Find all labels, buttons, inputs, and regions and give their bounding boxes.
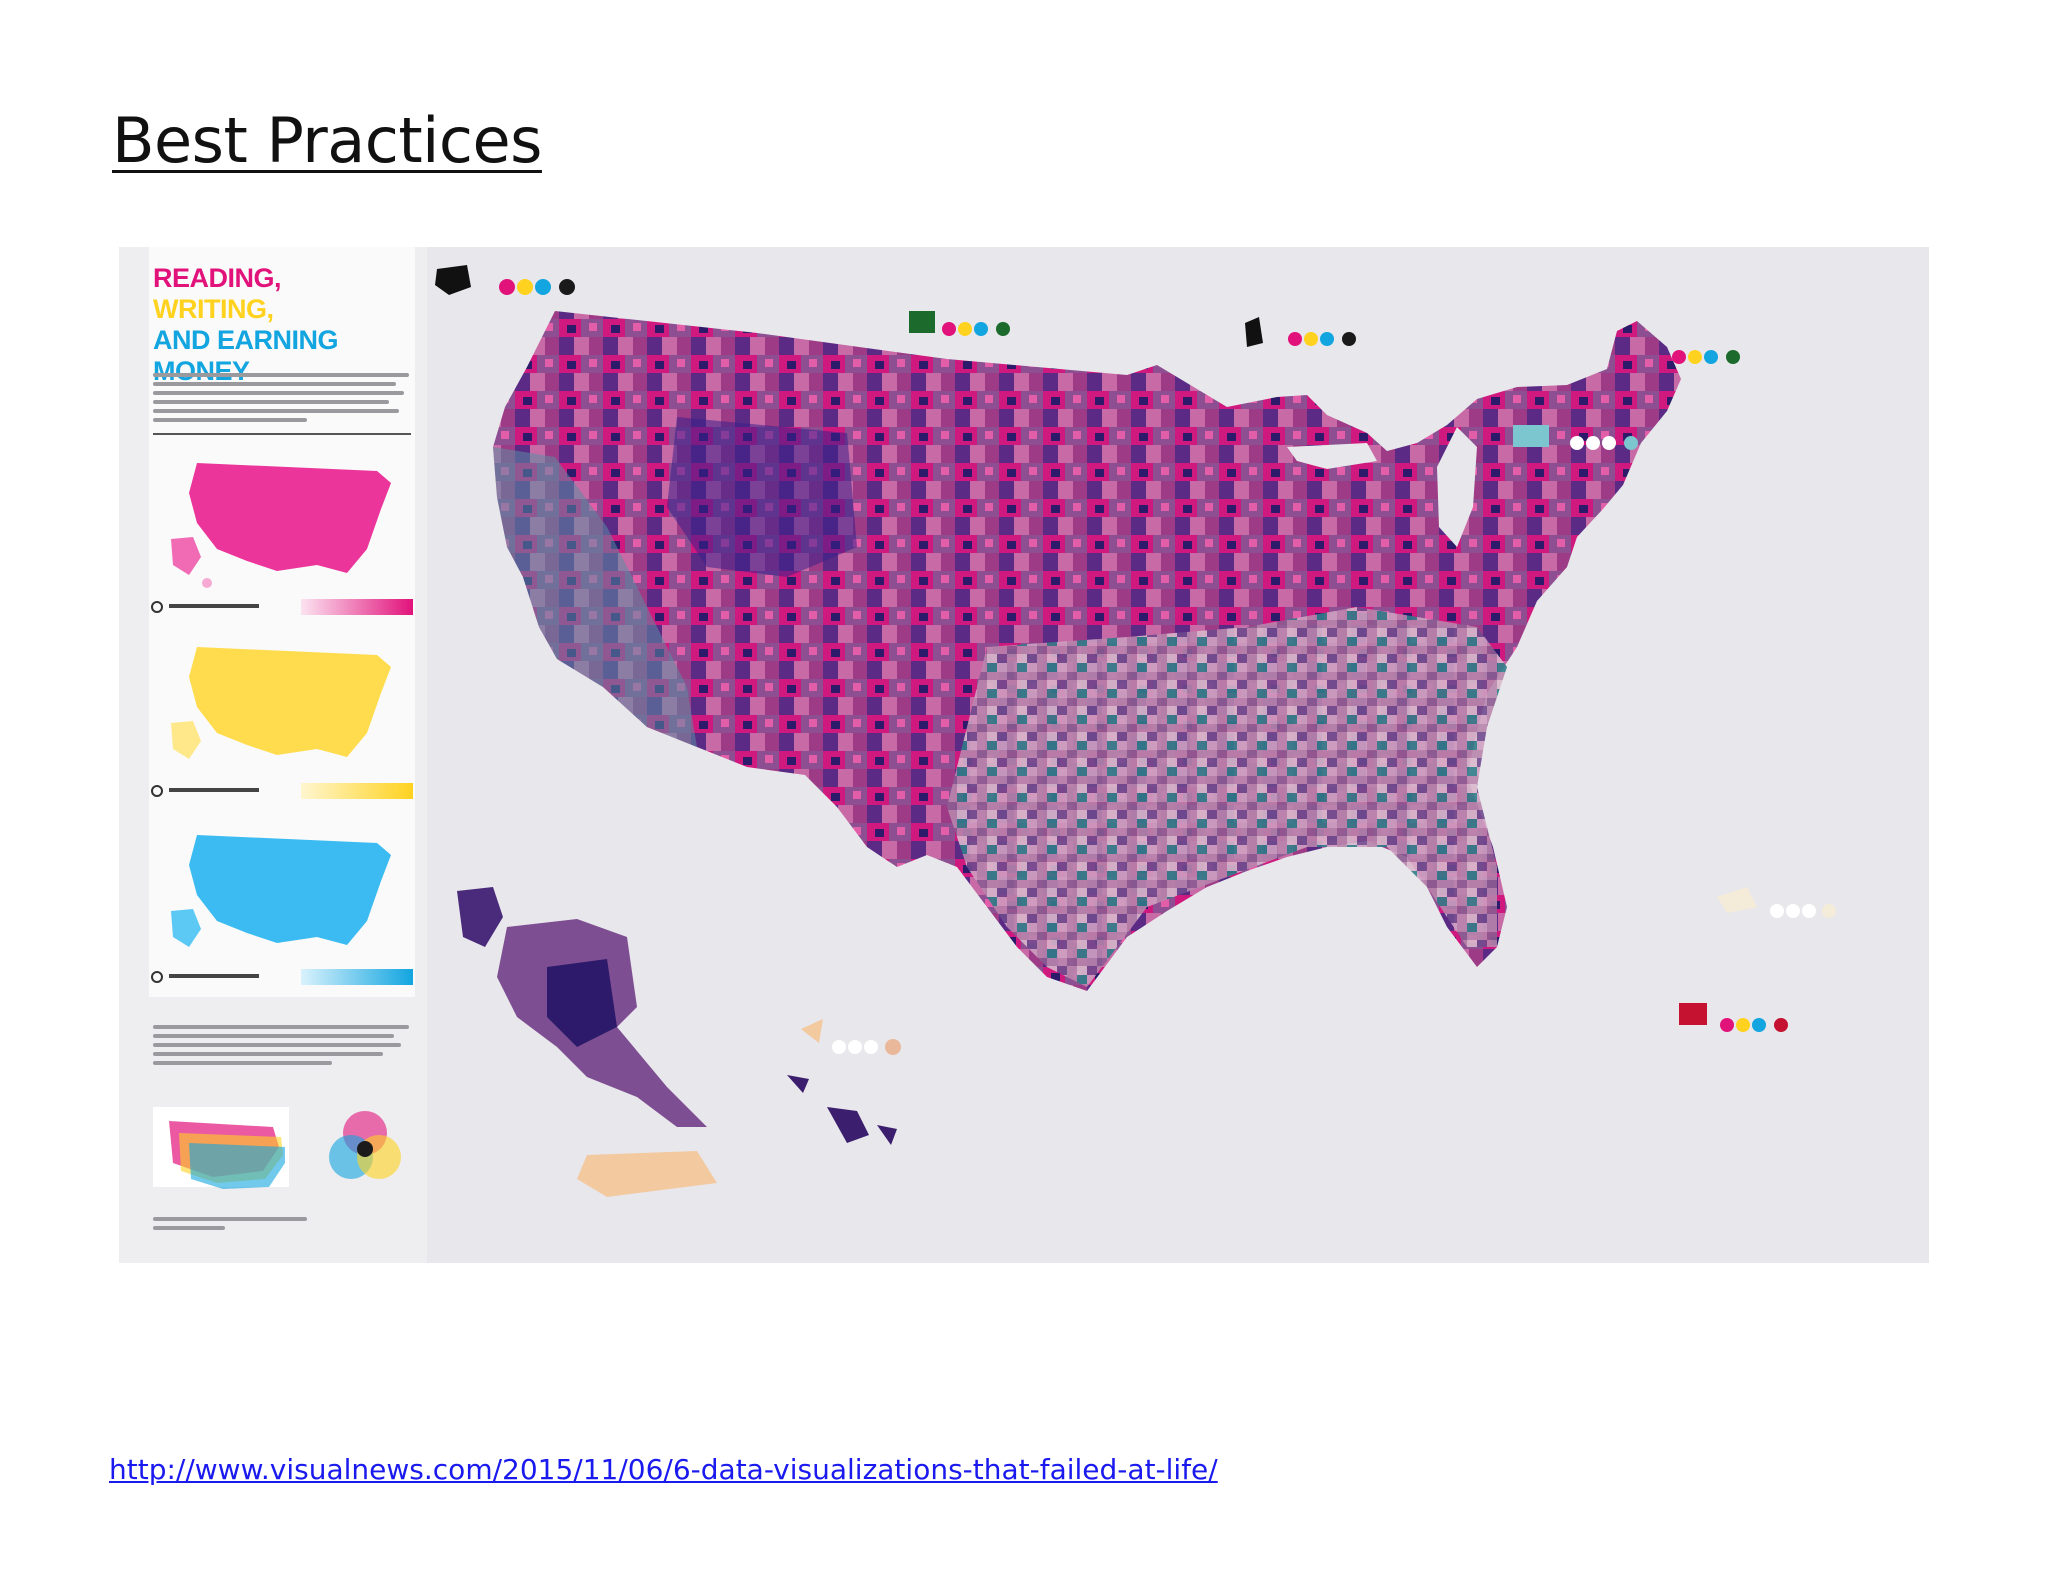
mini-map-yellow (171, 647, 391, 759)
alaska-small (457, 887, 503, 947)
mini-map-pink (171, 463, 391, 588)
mountain-west-region (667, 417, 857, 577)
mini-map-blue (171, 835, 391, 947)
headline-line-3: AND EARNING MONEY (153, 325, 339, 386)
poster-image: READING, WRITING, AND EARNING MONEY (119, 247, 1929, 1263)
headline-line-2: WRITING, (153, 294, 274, 324)
legend-row-college (151, 783, 413, 803)
puerto-rico (577, 1151, 717, 1197)
intro-text-block (153, 373, 409, 427)
credits-text (153, 1217, 409, 1235)
headline-line-1: READING, (153, 263, 282, 293)
county-callouts (435, 265, 1836, 1055)
legend-row-income (151, 969, 413, 989)
circle-c-icon (151, 971, 163, 983)
great-lakes (1437, 427, 1477, 547)
legend-row-high-school (151, 599, 413, 619)
slide-title: Best Practices (112, 104, 542, 177)
overlay-diagram (153, 1107, 401, 1189)
poster-headline: READING, WRITING, AND EARNING MONEY (153, 263, 427, 387)
source-link[interactable]: http://www.visualnews.com/2015/11/06/6-d… (109, 1453, 1218, 1486)
hawaii (787, 1075, 897, 1145)
poster-legend-panel: READING, WRITING, AND EARNING MONEY (119, 247, 427, 1263)
outro-text-block (153, 1025, 409, 1070)
southern-region (947, 607, 1507, 987)
divider (153, 433, 411, 435)
circle-a-icon (151, 601, 163, 613)
west-coast-region (493, 447, 697, 747)
circle-b-icon (151, 785, 163, 797)
us-county-overlay-map (435, 265, 1836, 1197)
